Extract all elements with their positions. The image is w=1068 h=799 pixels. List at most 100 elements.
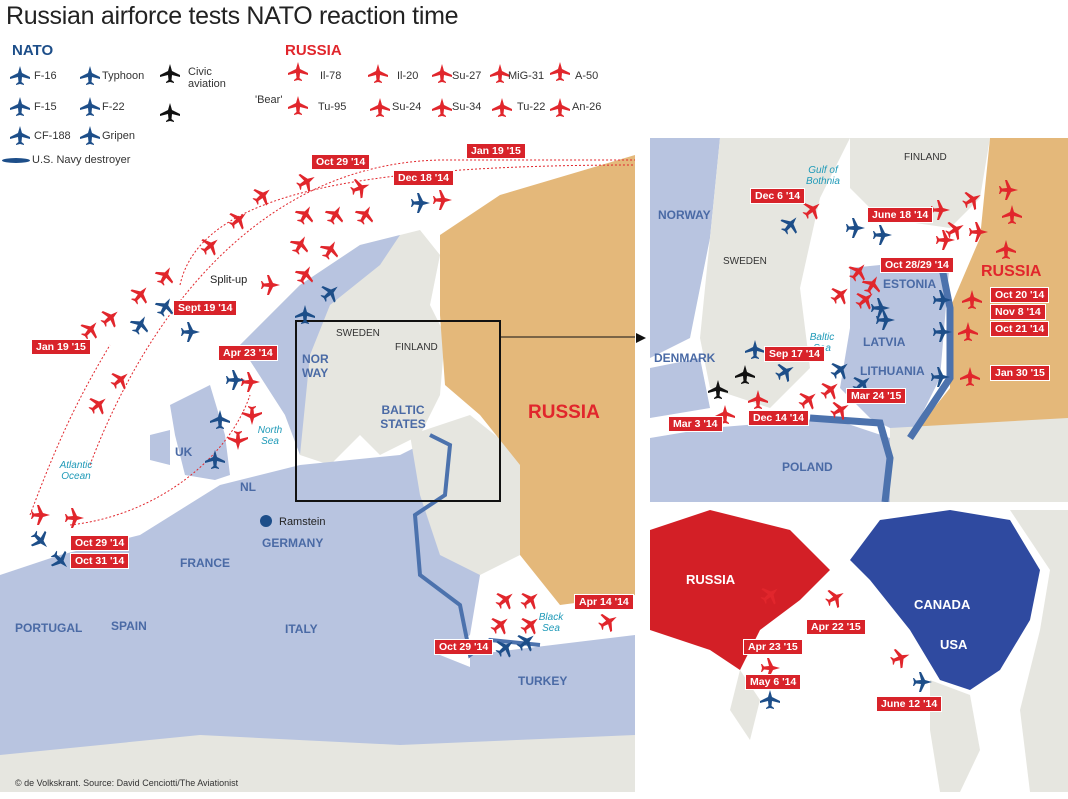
place-label: FINLAND <box>904 152 947 163</box>
flight-route <box>69 394 251 526</box>
date-tag: Mar 3 '14 <box>668 416 723 432</box>
russian-plane-icon <box>761 658 780 678</box>
ramstein-icon <box>260 515 272 527</box>
nato-plane-icon <box>411 193 430 213</box>
nato-plane-icon <box>871 298 890 318</box>
russian-plane-icon <box>798 392 816 410</box>
civic-plane-icon <box>160 64 180 83</box>
date-tag: Oct 31 '14 <box>70 553 130 569</box>
pacific-map-shapes <box>650 510 1068 792</box>
nato-plane-icon <box>50 550 68 568</box>
russian-plane-icon <box>200 238 218 256</box>
nato-plane-icon <box>933 322 952 342</box>
nato-plane-icon <box>295 305 315 324</box>
russian-plane-icon <box>520 592 538 610</box>
russian-plane-icon <box>830 401 849 421</box>
date-tag: Mar 24 '15 <box>846 388 907 404</box>
nato-plane-icon <box>516 634 534 652</box>
russian-plane-icon <box>289 236 309 255</box>
date-tag: Oct 29 '14 <box>70 535 130 551</box>
credit: © de Volkskrant. Source: David Cenciotti… <box>15 778 239 788</box>
place-label: RUSSIA <box>981 263 1042 280</box>
russian-plane-icon <box>861 276 881 295</box>
russian-plane-icon <box>324 206 344 225</box>
civic-plane-icon <box>708 380 728 399</box>
russian-plane-icon <box>241 372 260 392</box>
place-label: BALTIC STATES <box>380 403 426 431</box>
place-label: TURKEY <box>518 674 568 688</box>
legend-item: An-26 <box>572 101 602 113</box>
russian-plane-icon <box>996 240 1016 259</box>
russian-plane-icon <box>931 200 950 220</box>
russian-plane-icon <box>748 390 768 409</box>
nato-plane-icon <box>210 410 230 429</box>
russian-plane-icon <box>288 62 308 81</box>
place-label: SWEDEN <box>723 256 767 267</box>
legend-item: F-15 <box>34 101 57 113</box>
nato-plane-icon <box>154 298 174 317</box>
russian-plane-icon <box>802 202 820 220</box>
date-tag: Oct 29 '14 <box>311 154 371 170</box>
nato-plane-icon <box>745 340 765 359</box>
date-tag: Apr 23 '14 <box>218 345 278 361</box>
legend-item: MiG-31 <box>508 70 545 82</box>
place-label: LITHUANIA <box>860 364 925 378</box>
russian-plane-icon <box>520 617 538 635</box>
legend-item: A-50 <box>575 70 599 82</box>
place-label: NOR WAY <box>302 352 329 380</box>
africa <box>0 735 635 792</box>
sea-label: Atlantic Ocean <box>59 460 93 482</box>
date-tag: Dec 14 '14 <box>748 410 809 426</box>
civic-plane-icon <box>160 103 180 122</box>
place-label: NL <box>240 480 256 494</box>
destroyer-icon <box>2 158 30 163</box>
nato-plane-icon <box>873 225 892 245</box>
russian-plane-icon <box>432 64 452 83</box>
russian-plane-icon <box>598 613 617 633</box>
place-label: UK <box>175 445 193 459</box>
nato-plane-icon <box>80 66 100 85</box>
legend-destroyer: U.S. Navy destroyer <box>32 154 131 166</box>
place-label: NORWAY <box>658 208 711 222</box>
russian-plane-icon <box>820 382 838 400</box>
main-map[interactable] <box>0 135 635 792</box>
place-label: POLAND <box>782 460 833 474</box>
legend-item: Gripen <box>102 130 136 142</box>
nato-plane-icon <box>80 97 100 116</box>
pacific-inset-map[interactable] <box>650 510 1068 792</box>
flight-route <box>29 344 111 516</box>
russian-plane-icon <box>368 64 388 83</box>
date-tag: Apr 14 '14 <box>574 594 634 610</box>
date-tag: Oct 20 '14 <box>990 287 1050 303</box>
russian-plane-icon <box>490 64 510 83</box>
russian-plane-icon <box>962 191 981 211</box>
place-label: SPAIN <box>111 619 147 633</box>
baltic-inset-map[interactable] <box>650 138 1068 502</box>
place-label: DENMARK <box>654 351 716 365</box>
date-tag: Jan 30 '15 <box>990 365 1050 381</box>
place-label: CANADA <box>914 597 971 612</box>
nato-plane-icon <box>876 310 895 330</box>
russian-plane-icon <box>31 505 50 525</box>
nato-plane-icon <box>775 363 794 383</box>
eastern-europe <box>410 415 520 575</box>
russian-plane-icon <box>492 98 512 117</box>
place-label: FINLAND <box>395 342 438 353</box>
legend-civic: Civic aviation <box>188 66 226 90</box>
russian-plane-icon <box>958 322 978 341</box>
flight-route <box>179 164 635 286</box>
sea-label: Black Sea <box>538 612 564 634</box>
russian-plane-icon <box>760 587 778 605</box>
russian-plane-icon <box>350 178 370 199</box>
nato-plane-icon <box>780 217 798 235</box>
place-label: USA <box>940 637 968 652</box>
nato-plane-icon <box>760 690 780 709</box>
sea-label: North Sea <box>257 425 283 447</box>
legend-item: Tu-22 <box>517 101 546 113</box>
russian-plane-icon <box>294 266 314 285</box>
europe-map-shapes <box>0 155 635 792</box>
legend-bear: 'Bear' <box>255 94 283 106</box>
nato-plane-icon <box>10 97 30 116</box>
nato-plane-icon <box>181 322 200 342</box>
date-tag: Jan 19 '15 <box>31 339 91 355</box>
